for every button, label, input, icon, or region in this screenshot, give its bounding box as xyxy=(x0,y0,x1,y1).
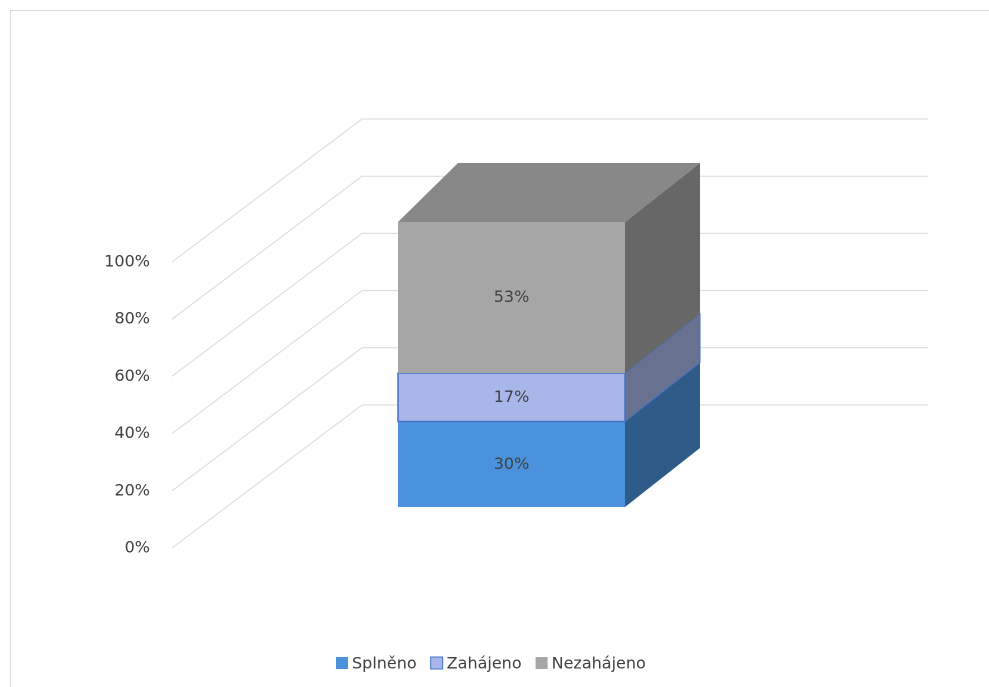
legend-swatch xyxy=(430,656,444,670)
grid-line xyxy=(171,175,363,320)
bar xyxy=(398,222,625,374)
bar-top xyxy=(398,163,700,222)
y-tick-label: 60% xyxy=(114,366,150,385)
legend-label: Nezahájeno xyxy=(552,654,646,673)
grid-line xyxy=(171,404,363,549)
y-tick-label: 20% xyxy=(114,480,150,499)
bar xyxy=(397,372,626,423)
data-label: 30% xyxy=(494,454,530,473)
grid-line xyxy=(171,290,363,434)
legend-swatch xyxy=(535,657,548,669)
legend-swatch xyxy=(336,657,348,669)
bar xyxy=(398,421,625,507)
bar-side xyxy=(625,362,700,507)
data-label: 17% xyxy=(494,387,530,406)
legend-label: Zahájeno xyxy=(447,654,522,673)
legend-label: Splněno xyxy=(352,654,417,673)
grid-line xyxy=(171,233,363,377)
y-tick-label: 80% xyxy=(114,309,150,328)
bar-side xyxy=(625,163,700,374)
grid-line xyxy=(171,347,363,492)
y-tick-label: 100% xyxy=(104,252,150,271)
y-tick-label: 0% xyxy=(125,538,150,557)
y-tick-label: 40% xyxy=(114,423,150,442)
grid-line xyxy=(171,118,363,263)
data-label: 53% xyxy=(494,287,530,306)
